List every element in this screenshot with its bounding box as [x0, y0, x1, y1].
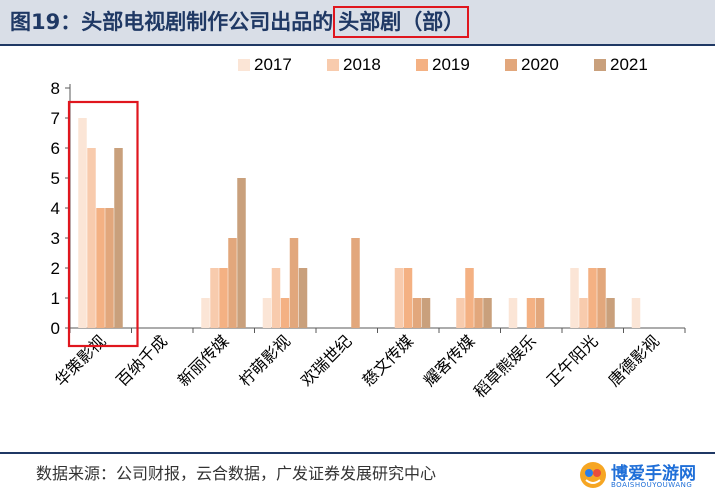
legend-swatch — [327, 59, 339, 71]
bar — [271, 268, 281, 328]
legend-swatch — [505, 59, 517, 71]
legend-swatch — [416, 59, 428, 71]
bar — [351, 238, 360, 328]
x-tick-label: 新丽传媒 — [174, 331, 233, 390]
bar — [570, 268, 579, 328]
legend-label: 2021 — [610, 55, 648, 74]
bar — [289, 238, 299, 328]
bar — [421, 298, 431, 328]
x-tick-label: 耀客传媒 — [420, 331, 479, 390]
bar — [298, 268, 308, 328]
bar — [394, 268, 404, 328]
bar — [262, 298, 272, 328]
bar — [78, 118, 87, 328]
bar — [474, 298, 483, 328]
bar — [483, 298, 492, 328]
bar — [535, 298, 545, 328]
bar — [508, 298, 518, 328]
bar — [96, 208, 105, 328]
y-tick-label: 6 — [51, 139, 60, 158]
x-tick-label: 稻草熊娱乐 — [470, 331, 540, 401]
page-title: 图19：头部电视剧制作公司出品的 头部剧（部） — [10, 6, 470, 38]
y-tick-label: 3 — [51, 229, 60, 248]
legend-label: 2018 — [343, 55, 381, 74]
bar — [412, 298, 422, 328]
bar — [105, 208, 114, 328]
bar — [526, 298, 536, 328]
bar — [403, 268, 413, 328]
bar — [579, 298, 588, 328]
bar — [210, 268, 219, 328]
bar — [228, 238, 237, 328]
bar — [237, 178, 246, 328]
y-tick-label: 7 — [51, 109, 60, 128]
bar — [456, 298, 465, 328]
legend-swatch — [238, 59, 250, 71]
title-main: 图19：头部电视剧制作公司出品的 — [10, 10, 334, 34]
x-tick-label: 唐德影视 — [604, 331, 663, 390]
site-logo: 博爱手游网 BOAISHOUYOUWANG — [578, 458, 712, 496]
logo-text: 博爱手游网 — [611, 464, 696, 484]
legend-label: 2019 — [432, 55, 470, 74]
bar — [114, 148, 123, 328]
highlight-box — [67, 100, 139, 348]
bar — [631, 298, 641, 328]
y-tick-label: 8 — [51, 79, 60, 98]
bar-chart: 0 1 2 3 4 5 6 7 8 华策影视 百纳千成 新丽传媒 柠萌影视 欢瑞世纪 慈文传媒 耀客传媒稻草熊… — [51, 55, 686, 401]
bar — [219, 268, 228, 328]
legend-swatch — [594, 59, 606, 71]
logo-mark-icon — [580, 462, 606, 488]
bar — [280, 298, 290, 328]
title-highlight-box: 头部剧（部） — [333, 6, 470, 38]
bar — [465, 268, 474, 328]
bar — [588, 268, 597, 328]
y-tick-label: 4 — [51, 199, 60, 218]
bar — [201, 298, 210, 328]
y-tick-label: 2 — [51, 259, 60, 278]
x-tick-label: 华策影视 — [51, 331, 110, 390]
y-tick-label: 5 — [51, 169, 60, 188]
legend-label: 2017 — [254, 55, 292, 74]
bar — [606, 298, 615, 328]
bar — [597, 268, 606, 328]
x-tick-label: 正午阳光 — [543, 331, 602, 390]
x-tick-label: 百纳千成 — [112, 331, 171, 390]
x-tick-label: 柠萌影视 — [235, 331, 294, 390]
bar — [87, 148, 96, 328]
y-tick-label: 0 — [51, 319, 60, 338]
x-tick-label: 欢瑞世纪 — [297, 331, 356, 390]
source-note: 数据来源：公司财报，云合数据，广发证券发展研究中心 — [36, 464, 437, 483]
legend-label: 2020 — [521, 55, 559, 74]
title-rule — [0, 44, 715, 46]
footer-rule — [0, 452, 715, 454]
y-tick-label: 1 — [51, 289, 60, 308]
x-tick-label: 慈文传媒 — [358, 331, 417, 390]
logo-subtext: BOAISHOUYOUWANG — [611, 481, 693, 489]
